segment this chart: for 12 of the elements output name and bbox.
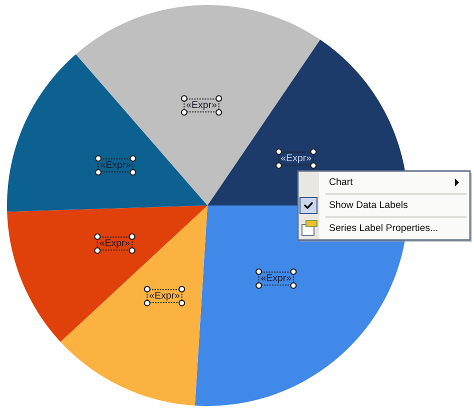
- pie-slice: [7, 206, 208, 342]
- data-label: «Expr»: [100, 161, 131, 170]
- text: Chart: [329, 178, 353, 186]
- text: Show Data Labels: [329, 200, 408, 208]
- pie-slice: [60, 206, 208, 406]
- text: Series Label Properties...: [329, 224, 438, 234]
- pie-slice: [76, 5, 320, 206]
- data-label: «Expr»: [261, 274, 292, 284]
- data-label: «Expr»: [186, 101, 217, 110]
- data-label: «Expr»: [150, 292, 180, 301]
- data-label: «Expr»: [281, 154, 312, 164]
- data-label: «Expr»: [100, 239, 130, 248]
